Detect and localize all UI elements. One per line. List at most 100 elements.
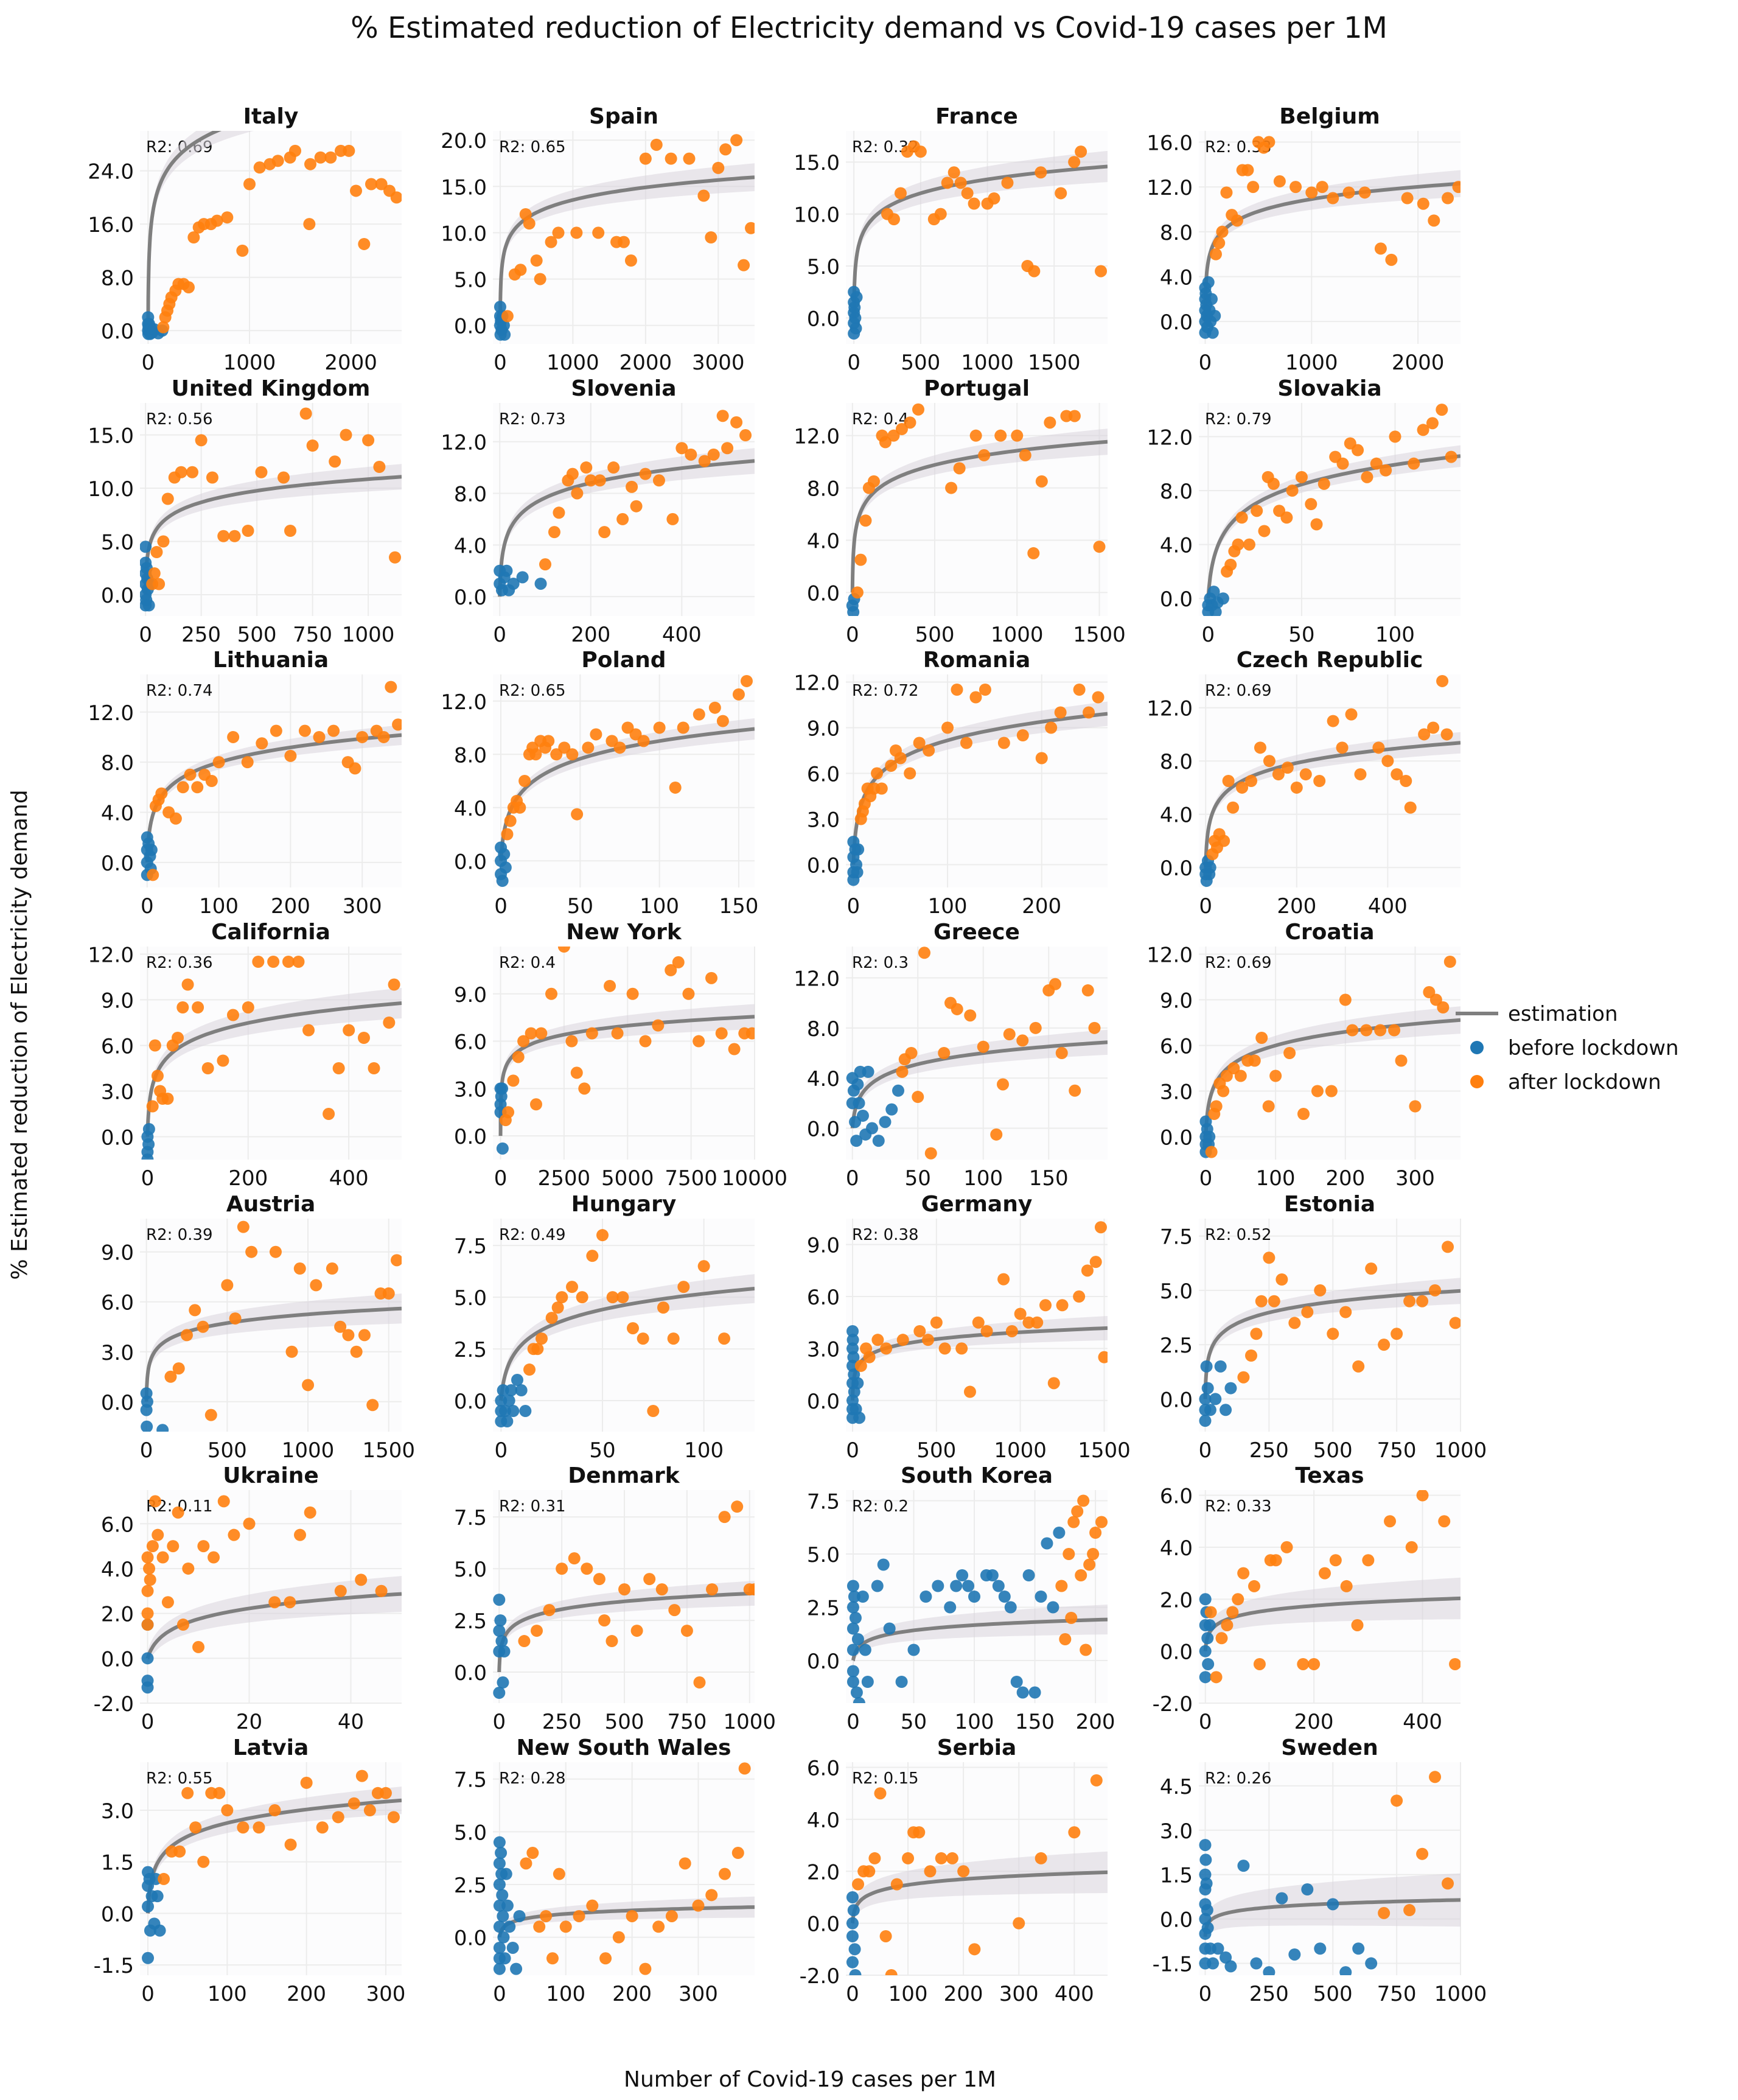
y-tick-label: 1.5	[1160, 1864, 1193, 1888]
r2-label: R2: 0.65	[499, 682, 566, 700]
after-point	[1327, 1328, 1339, 1340]
panel-title: Croatia	[1285, 920, 1374, 945]
after-point	[1019, 449, 1031, 461]
panel-title: Belgium	[1279, 104, 1380, 129]
after-point	[598, 526, 611, 539]
after-point	[1288, 1317, 1301, 1329]
x-tick-label: 1000	[223, 351, 276, 375]
after-point	[1088, 1021, 1101, 1034]
y-tick-label: -2.0	[94, 1692, 134, 1717]
after-point	[1443, 956, 1456, 968]
after-point	[1452, 181, 1461, 194]
after-point	[519, 208, 532, 220]
before-point	[156, 1424, 169, 1432]
before-point	[1237, 1860, 1250, 1872]
before-point	[846, 1891, 859, 1903]
before-point	[1201, 1904, 1213, 1917]
legend: estimation before lockdown after lockdow…	[1456, 1002, 1679, 1094]
after-point	[1314, 1284, 1327, 1297]
after-point	[529, 748, 542, 761]
panel-title: Austria	[226, 1192, 316, 1217]
y-tick-label: 4.0	[101, 1558, 134, 1582]
after-point	[1391, 1794, 1403, 1807]
plot-marks	[846, 403, 1108, 616]
after-point	[867, 475, 880, 488]
after-point	[565, 1035, 578, 1048]
after-point	[599, 1952, 612, 1965]
y-tick-label: 5.0	[454, 1821, 487, 1845]
panel-title: Poland	[581, 648, 666, 673]
after-point	[324, 151, 337, 164]
after-point	[969, 429, 982, 442]
after-point	[173, 1845, 186, 1858]
after-point	[512, 1051, 525, 1063]
r2-label: R2: 0.69	[1205, 954, 1272, 972]
panel-serbia: -2.0 0.0 2.0 4.0 6.0 0 100 200 300 400 Serbia R2: 0…	[800, 1735, 1108, 2006]
after-point	[197, 1320, 209, 1333]
y-tick-label: 0.0	[101, 1391, 134, 1415]
r2-label: R2: 0.73	[499, 410, 566, 429]
after-point	[1224, 558, 1237, 571]
after-point	[1318, 1567, 1331, 1580]
after-point	[1028, 265, 1041, 278]
after-point	[1388, 1024, 1401, 1037]
y-tick-label: 8.0	[101, 267, 134, 291]
x-tick-label: 0	[139, 623, 152, 647]
after-point	[267, 956, 280, 968]
after-point	[1409, 1100, 1422, 1113]
after-point	[1027, 547, 1040, 559]
after-point	[1093, 541, 1106, 553]
estimation-line	[146, 131, 222, 331]
before-point	[850, 291, 863, 304]
x-tick-label: 50	[567, 894, 593, 919]
x-tick-label: 400	[1055, 1982, 1094, 2006]
after-point	[1035, 1852, 1047, 1864]
after-point	[556, 1563, 568, 1575]
after-point	[229, 1312, 242, 1325]
before-point	[1200, 1360, 1213, 1373]
after-point	[719, 143, 732, 156]
after-point	[529, 1098, 542, 1111]
before-point	[850, 322, 862, 335]
after-point	[1354, 768, 1367, 781]
after-point	[1297, 1657, 1310, 1670]
after-point	[1005, 1325, 1018, 1337]
after-point	[874, 1787, 887, 1800]
after-point	[1253, 1657, 1266, 1670]
r2-label: R2: 0.39	[146, 1226, 213, 1244]
before-point	[847, 606, 860, 616]
legend-before-swatch	[1470, 1041, 1484, 1054]
panel-new-south-wales: 0.0 2.5 5.0 7.5 0 100 200 300 New South Wales R2:…	[454, 1735, 755, 2006]
before-point	[1200, 1877, 1213, 1890]
estimation-line	[145, 733, 402, 863]
x-tick-label: 1500	[1073, 623, 1126, 647]
y-tick-label: 15.0	[88, 424, 134, 449]
after-point	[871, 767, 884, 780]
panel-title: Lithuania	[213, 648, 329, 673]
before-point	[895, 1676, 908, 1688]
after-point	[1442, 1877, 1454, 1890]
x-tick-label: 0	[1199, 1982, 1212, 2006]
x-tick-label: 20	[236, 1710, 262, 1734]
before-point	[1202, 1657, 1215, 1670]
before-point	[848, 301, 861, 314]
after-point	[518, 775, 531, 787]
after-point	[875, 782, 888, 795]
panel-title: Denmark	[568, 1463, 680, 1488]
before-point	[1041, 1537, 1053, 1550]
x-tick-label: 0	[494, 1166, 508, 1191]
before-point	[1216, 592, 1229, 605]
after-point	[1416, 1847, 1429, 1860]
y-tick-label: -2.0	[1153, 1692, 1193, 1717]
x-tick-label: 0	[1199, 1166, 1213, 1191]
y-tick-label: 1.5	[101, 1851, 134, 1875]
after-point	[1360, 1024, 1373, 1037]
y-tick-label: 2.5	[1160, 1334, 1193, 1358]
after-point	[1339, 993, 1352, 1006]
panel-title: Slovenia	[571, 376, 676, 401]
after-point	[677, 1281, 690, 1293]
x-tick-label: 0	[1199, 351, 1212, 375]
r2-label: R2: 0.79	[1205, 410, 1272, 429]
